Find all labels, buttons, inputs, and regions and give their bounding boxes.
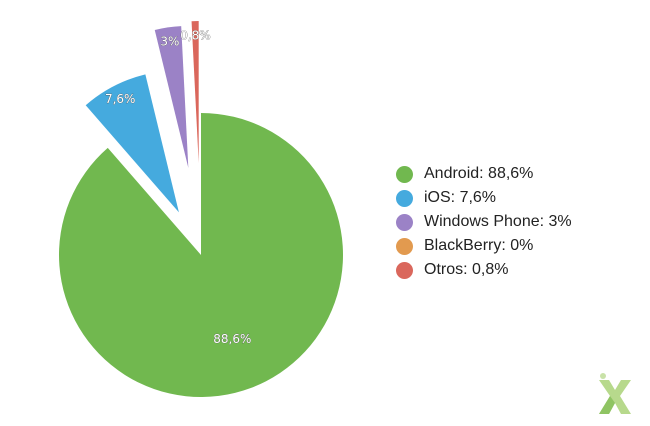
legend: Android: 88,6% iOS: 7,6% Windows Phone: … bbox=[396, 162, 572, 282]
legend-item-otros: Otros: 0,8% bbox=[396, 258, 572, 282]
slice-ios bbox=[85, 74, 179, 213]
slice-label-android: 88,6% bbox=[213, 332, 251, 346]
legend-item-blackberry: BlackBerry: 0% bbox=[396, 234, 572, 258]
slice-android bbox=[58, 113, 344, 398]
legend-label: BlackBerry: 0% bbox=[424, 237, 534, 254]
pie-labels: 88,6% 7,6% 3% 0,8% bbox=[105, 28, 252, 346]
x-logo-icon bbox=[599, 373, 631, 414]
legend-marker-icon bbox=[396, 261, 413, 279]
slice-windows-phone bbox=[154, 26, 189, 168]
slice-otros bbox=[191, 21, 199, 164]
legend-item-windows-phone: Windows Phone: 3% bbox=[396, 210, 572, 234]
legend-marker-icon bbox=[396, 189, 413, 207]
legend-item-android: Android: 88,6% bbox=[396, 162, 572, 186]
slice-label-otros: 0,8% bbox=[180, 28, 211, 42]
legend-marker-icon bbox=[396, 165, 413, 183]
legend-label: iOS: 7,6% bbox=[424, 189, 497, 206]
legend-marker-icon bbox=[396, 213, 413, 231]
legend-item-ios: iOS: 7,6% bbox=[396, 186, 572, 210]
legend-label: Windows Phone: 3% bbox=[424, 213, 572, 230]
slice-label-ios: 7,6% bbox=[105, 92, 136, 106]
slice-label-windows-phone: 3% bbox=[160, 34, 179, 48]
legend-marker-icon bbox=[396, 237, 413, 255]
pie-slices bbox=[58, 21, 344, 398]
legend-label: Otros: 0,8% bbox=[424, 261, 509, 278]
legend-label: Android: 88,6% bbox=[424, 165, 534, 182]
